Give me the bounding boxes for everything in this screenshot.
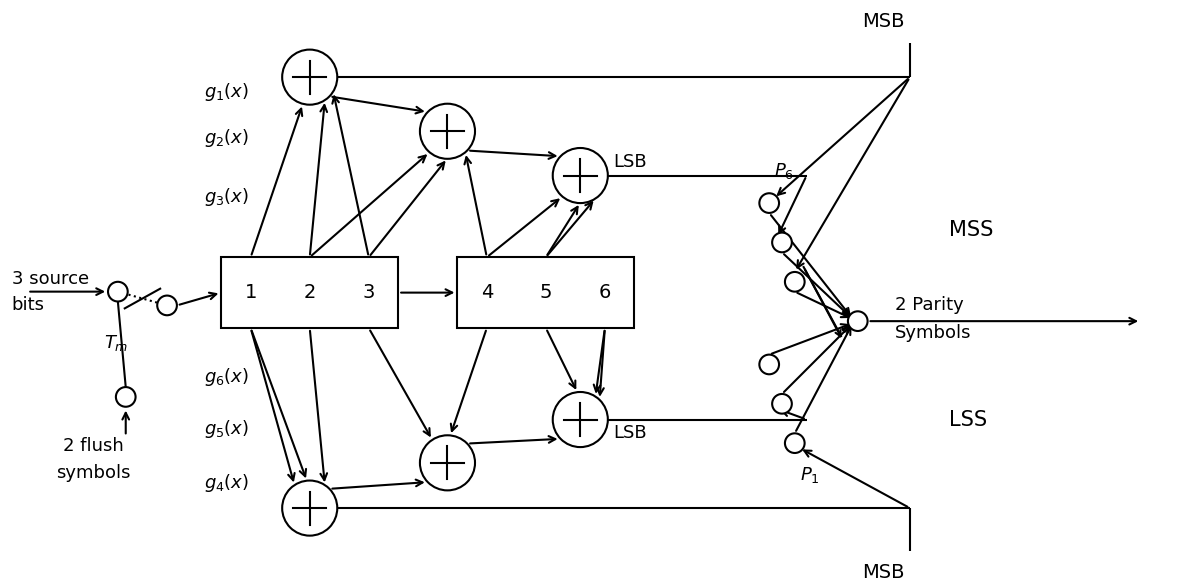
Circle shape [108, 282, 128, 302]
Text: 1: 1 [244, 283, 257, 302]
Text: 5: 5 [539, 283, 553, 302]
Circle shape [848, 311, 867, 331]
Circle shape [759, 193, 779, 213]
Text: bits: bits [12, 296, 44, 315]
Text: 2 Parity: 2 Parity [895, 296, 964, 315]
Circle shape [116, 387, 135, 407]
Text: $g_1(x)$: $g_1(x)$ [205, 81, 250, 103]
Circle shape [773, 394, 792, 414]
Text: LSB: LSB [612, 424, 646, 443]
Text: $T_m$: $T_m$ [104, 333, 128, 353]
Text: $P_6$: $P_6$ [774, 161, 794, 181]
Text: 2: 2 [304, 283, 316, 302]
Text: MSB: MSB [862, 563, 905, 582]
Circle shape [553, 148, 608, 203]
Text: 2 flush: 2 flush [63, 437, 123, 455]
Text: MSB: MSB [862, 12, 905, 31]
Circle shape [773, 232, 792, 252]
Text: $g_2(x)$: $g_2(x)$ [205, 127, 250, 149]
Text: $g_4(x)$: $g_4(x)$ [205, 471, 250, 494]
Circle shape [759, 355, 779, 375]
Bar [221, 257, 398, 328]
Bar [457, 257, 634, 328]
Text: LSB: LSB [612, 153, 646, 171]
Text: LSS: LSS [950, 410, 988, 430]
Circle shape [553, 392, 608, 447]
Circle shape [420, 104, 475, 159]
Circle shape [282, 481, 337, 536]
Text: $g_3(x)$: $g_3(x)$ [205, 186, 250, 208]
Text: $P_1$: $P_1$ [800, 465, 819, 485]
Text: 4: 4 [481, 283, 493, 302]
Circle shape [785, 433, 805, 453]
Text: Symbols: Symbols [895, 324, 971, 342]
Text: 3: 3 [362, 283, 374, 302]
Text: $g_5(x)$: $g_5(x)$ [205, 419, 250, 440]
Circle shape [282, 49, 337, 104]
Text: symbols: symbols [56, 464, 130, 482]
Circle shape [420, 436, 475, 490]
Circle shape [157, 296, 177, 315]
Text: $g_6(x)$: $g_6(x)$ [205, 366, 250, 388]
Text: 6: 6 [599, 283, 611, 302]
Text: 3 source: 3 source [12, 270, 89, 288]
Text: MSS: MSS [950, 220, 994, 239]
Circle shape [785, 272, 805, 292]
